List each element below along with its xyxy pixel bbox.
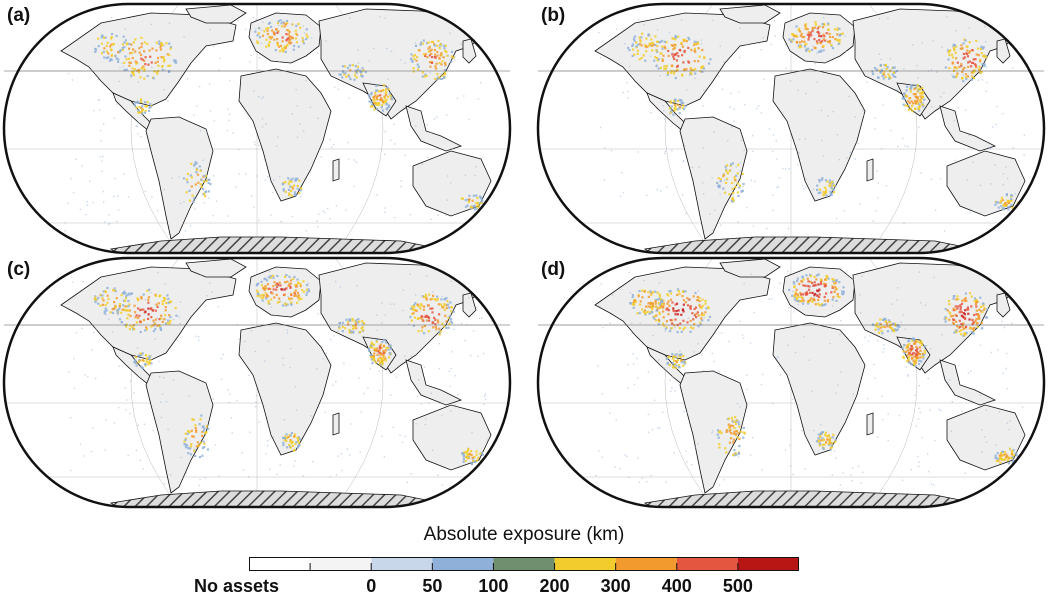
world-map xyxy=(2,256,512,509)
colorbar-bin xyxy=(676,558,738,570)
continent-japan xyxy=(996,292,1011,318)
tick-label: 0 xyxy=(366,576,377,596)
continent-south-america xyxy=(679,116,748,240)
colorbar-bin xyxy=(249,558,311,570)
colorbar-bin xyxy=(493,558,555,570)
continent-south-america xyxy=(679,370,748,494)
map-panel: (c) xyxy=(1,255,513,510)
continent-north-america xyxy=(594,12,771,107)
continent-south-america xyxy=(145,116,214,240)
continent-madagascar xyxy=(866,412,874,436)
colorbar-frame xyxy=(249,557,799,571)
panel-label: (a) xyxy=(7,5,31,26)
continent-europe xyxy=(782,12,856,64)
colorbar-bin xyxy=(371,558,433,570)
world-map xyxy=(2,2,512,255)
colorbar-bin xyxy=(615,558,677,570)
colorbar-bin xyxy=(554,558,616,570)
continent-japan xyxy=(996,38,1011,64)
continent-australia xyxy=(412,404,492,471)
panel-label: (b) xyxy=(541,5,566,26)
tick-label: 100 xyxy=(478,576,509,596)
exposure-layer xyxy=(64,16,492,232)
exposure-layer xyxy=(598,16,1026,232)
continent-madagascar xyxy=(332,158,340,182)
continent-antarctica xyxy=(643,236,976,253)
continent-japan xyxy=(462,292,477,318)
continent-se-asia xyxy=(939,105,997,152)
tick-label: 500 xyxy=(722,576,753,596)
continent-africa xyxy=(238,322,332,456)
continent-se-asia xyxy=(405,359,463,406)
world-map xyxy=(536,256,1046,509)
map-frame xyxy=(536,2,1046,255)
map-frame xyxy=(2,256,512,509)
continent-madagascar xyxy=(332,412,340,436)
no-assets-label: No assets xyxy=(194,576,280,596)
continent-madagascar xyxy=(866,158,874,182)
tick-label: 50 xyxy=(422,576,443,596)
continent-north-america xyxy=(60,12,237,107)
world-map xyxy=(536,2,1046,255)
continent-africa xyxy=(772,68,866,202)
continent-japan xyxy=(462,38,477,64)
continent-africa xyxy=(772,322,866,456)
continent-se-asia xyxy=(405,105,463,152)
map-frame xyxy=(2,2,512,255)
panel-label: (d) xyxy=(541,259,566,280)
panel-label: (c) xyxy=(7,259,31,280)
map-panel: (a) xyxy=(1,1,513,256)
tick-label: 200 xyxy=(539,576,570,596)
tick-label: 300 xyxy=(600,576,631,596)
continent-india xyxy=(896,82,931,117)
map-panel: (b) xyxy=(535,1,1047,256)
continent-antarctica xyxy=(643,490,976,507)
tick-label: 400 xyxy=(661,576,692,596)
continent-antarctica xyxy=(109,236,442,253)
colorbar-bin xyxy=(737,558,799,570)
colorbar xyxy=(249,557,799,571)
continent-south-america xyxy=(145,370,214,494)
continent-se-asia xyxy=(939,359,997,406)
continent-africa xyxy=(238,68,332,202)
colorbar-bin xyxy=(310,558,372,570)
legend-title: Absolute exposure (km) xyxy=(423,524,625,545)
colorbar-bin xyxy=(432,558,494,570)
map-panel: (d) xyxy=(535,255,1047,510)
map-frame xyxy=(536,256,1046,509)
continent-antarctica xyxy=(109,490,442,507)
